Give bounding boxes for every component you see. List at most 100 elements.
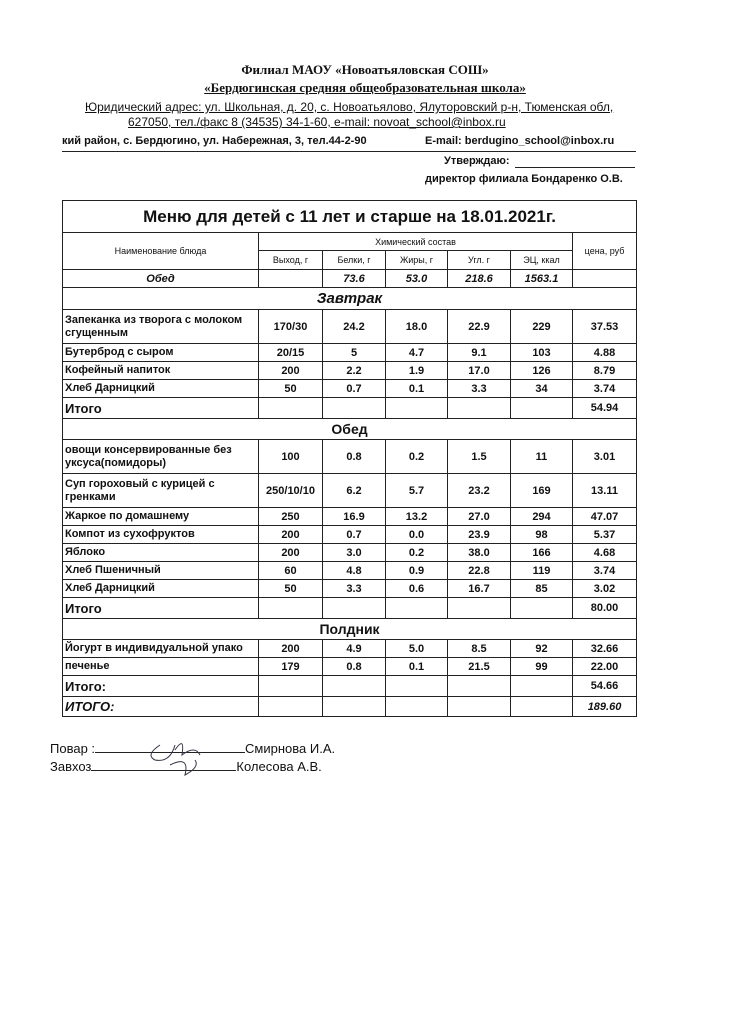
cell: печенье [62, 657, 259, 676]
cell: Обед [61, 418, 638, 440]
cell: 4.88 [571, 343, 638, 362]
title-row: Меню для детей с 11 лет и старше на 18.0… [61, 200, 638, 233]
cell: 8.79 [571, 361, 638, 380]
signature: Завхоз Колесова А.В. [50, 758, 322, 774]
cell: 24.2 [322, 309, 386, 344]
cell: 3.74 [571, 379, 638, 398]
cell [322, 675, 386, 697]
cell: 126 [510, 361, 573, 380]
cell: 73.6 [322, 269, 386, 288]
cell [447, 397, 511, 419]
cell: 4.7 [385, 343, 448, 362]
cell: 3.01 [571, 439, 638, 474]
dish-row: Хлеб Дарницкий 50 3.3 0.6 16.7 85 3.02 [62, 579, 638, 598]
cell: 23.9 [447, 525, 511, 544]
cell: 3.02 [571, 579, 638, 598]
menu-table: Меню для детей с 11 лет и старше на 18.0… [61, 200, 638, 717]
dish-row: Компот из сухофруктов 200 0.7 0.0 23.9 98 5.37 [62, 525, 638, 544]
cell: Бутерброд с сыром [62, 343, 259, 362]
section-row: Полдник [61, 618, 638, 640]
cell: 4.8 [322, 561, 386, 580]
address: Юридический адрес: ул. Школьная, д. 20, … [85, 100, 614, 114]
cell: Хлеб Дарницкий [62, 579, 259, 598]
cell: 54.94 [571, 397, 638, 419]
branch-email: E-mail: berdugino_school@inbox.ru [425, 135, 615, 147]
cell: 0.1 [385, 657, 448, 676]
role: Завхоз [50, 759, 92, 774]
cell [510, 696, 573, 717]
director: директор филиала Бондаренко О.В. [425, 173, 623, 185]
cell: 13.2 [385, 507, 448, 526]
person: Смирнова И.А. [245, 741, 336, 756]
cell: 5.7 [385, 473, 448, 508]
cell: 0.0 [385, 525, 448, 544]
cell: 60 [258, 561, 323, 580]
cell: 250/10/10 [258, 473, 323, 508]
cell: 50 [258, 379, 323, 398]
header-row: Наименование блюда Химический состав цена,… [62, 232, 638, 270]
cell [571, 269, 638, 288]
cell: 6.2 [322, 473, 386, 508]
cell: Итого [62, 597, 259, 619]
cell: 54.66 [571, 675, 638, 697]
cell: 38.0 [447, 543, 511, 562]
cell: 3.3 [322, 579, 386, 598]
cell [447, 597, 511, 619]
cell: Хлеб Пшеничный [62, 561, 259, 580]
cell: 98 [510, 525, 573, 544]
total-row: Итого 54.94 [62, 397, 638, 419]
cell: цена, руб [571, 232, 638, 270]
sign-line [91, 758, 237, 771]
cell: 103 [510, 343, 573, 362]
cell: 22.00 [571, 657, 638, 676]
cell: 0.2 [385, 543, 448, 562]
section-row: Обед [61, 418, 638, 440]
dish-row: Жаркое по домашнему 250 16.9 13.2 27.0 294 47.… [62, 507, 638, 526]
cell: 99 [510, 657, 573, 676]
cell: ЭЦ, ккал [510, 250, 573, 270]
cell [258, 597, 323, 619]
cell: 1563.1 [510, 269, 573, 288]
address: 627050, тел./факс 8 (34535) 34-1-60, e-m… [128, 115, 506, 129]
dish-row: Суп гороховый с курицей с гренками 250/10… [62, 473, 638, 508]
cell: 4.68 [571, 543, 638, 562]
signature: Повар : Смирнова И.А. [50, 740, 335, 756]
cell: 92 [510, 639, 573, 658]
cell: Угл. г [447, 250, 511, 270]
cell: Итого: [62, 675, 259, 697]
cell: Жиры, г [385, 250, 448, 270]
cell: 119 [510, 561, 573, 580]
cell: 37.53 [571, 309, 638, 344]
cell: 189.60 [571, 696, 638, 717]
cell: Запеканка из творога с молоком сгущенным [62, 309, 259, 344]
dish-row: Кофейный напиток 200 2.2 1.9 17.0 126 8.79 [62, 361, 638, 380]
cell [447, 696, 511, 717]
branch-address: кий район, с. Бердюгино, ул. Набережная,… [62, 135, 367, 147]
cell: овощи консервированные без уксуса(помидо… [62, 439, 259, 474]
cell: Йогурт в индивидуальной упако [62, 639, 259, 658]
cell: 169 [510, 473, 573, 508]
cell: 0.1 [385, 379, 448, 398]
cell: 5.37 [571, 525, 638, 544]
cell: Итого [62, 397, 259, 419]
dish-row: Яблоко 200 3.0 0.2 38.0 166 4.68 [62, 543, 638, 562]
cell: 4.9 [322, 639, 386, 658]
cell: 11 [510, 439, 573, 474]
cell: 47.07 [571, 507, 638, 526]
scribble [150, 743, 201, 776]
cell: 3.3 [447, 379, 511, 398]
cell: Компот из сухофруктов [62, 525, 259, 544]
cell: 16.9 [322, 507, 386, 526]
cell: 50 [258, 579, 323, 598]
cell: 0.7 [322, 525, 386, 544]
dish-row: Йогурт в индивидуальной упако 200 4.9 5.0 8.… [62, 639, 638, 658]
cell: 179 [258, 657, 323, 676]
dish-row: печенье 179 0.8 0.1 21.5 99 22.00 [62, 657, 638, 676]
cell: 23.2 [447, 473, 511, 508]
cell: 0.9 [385, 561, 448, 580]
section-row: Завтрак [61, 287, 638, 310]
cell: Яблоко [62, 543, 259, 562]
cell: 22.9 [447, 309, 511, 344]
cell [322, 597, 386, 619]
